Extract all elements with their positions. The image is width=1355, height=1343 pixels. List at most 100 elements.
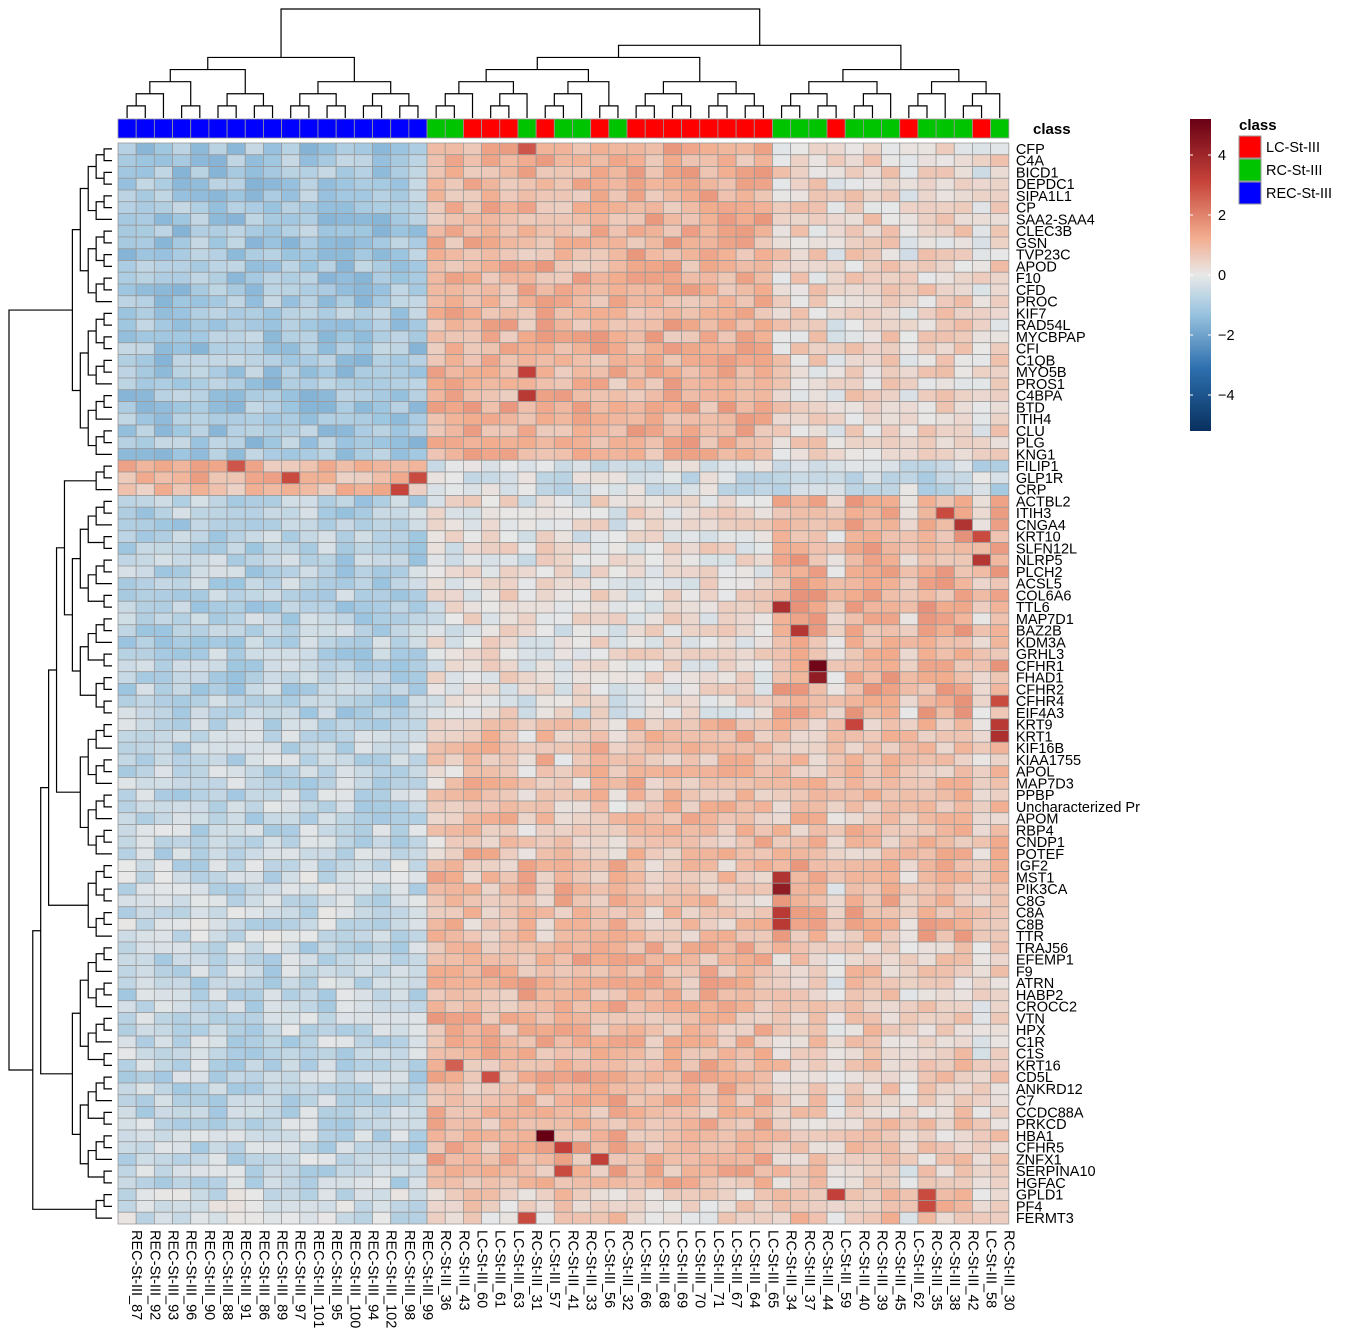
heatmap-cell [153,1200,173,1213]
heatmap-cell [226,271,246,285]
heatmap-cell [553,542,573,555]
heatmap-cell [353,1000,373,1013]
heatmap-cell [953,1200,973,1213]
heatmap-cell [553,1023,573,1037]
heatmap-cell [117,412,137,426]
heatmap-cell [953,459,973,473]
heatmap-cell [463,941,483,955]
heatmap-cell [372,1141,392,1154]
heatmap-cell [390,941,410,955]
heatmap-cell [117,800,137,814]
heatmap-cell [444,859,464,872]
heatmap-cell [881,1106,901,1119]
heatmap-cell [553,459,573,473]
heatmap-cell [644,1059,664,1072]
heatmap-cell [881,600,901,614]
heatmap-cell [153,918,173,931]
column-dendrogram-branch [435,105,455,118]
heatmap-cell [190,518,210,532]
heatmap-cell [844,1023,864,1037]
heatmap-cell [681,1200,701,1213]
heatmap-cell [208,1047,228,1060]
heatmap-cell [499,683,519,696]
heatmap-cell [208,777,228,790]
heatmap-cell [972,577,992,590]
heatmap-cell [190,753,210,767]
heatmap-cell [953,894,973,908]
heatmap-cell [353,1047,373,1060]
heatmap-cell [935,318,955,332]
heatmap-cell [172,1200,192,1213]
heatmap-cell [135,166,155,179]
class-legend-label: REC-St-III [1266,186,1332,202]
heatmap-cell [208,142,228,156]
heatmap-cell [990,1200,1010,1213]
heatmap-cell [372,189,392,203]
heatmap-cell [226,694,246,708]
heatmap-cell [208,1023,228,1037]
heatmap-cell [172,483,192,496]
heatmap-cell [153,283,173,297]
heatmap-cell [390,812,410,825]
heatmap-cell [208,647,228,661]
heatmap-cell [499,812,519,825]
heatmap-cell [263,1012,283,1025]
heatmap-cell [444,307,464,320]
column-label: RC-St-III_38 [946,1230,962,1311]
heatmap-cell [699,1047,719,1060]
heatmap-cell [572,224,592,238]
heatmap-cell [772,871,792,884]
heatmap-cell [735,929,755,943]
heatmap-cell [626,824,646,837]
heatmap-cell [917,894,937,908]
heatmap-cell [553,495,573,508]
row-dendrogram-branch [103,1111,112,1125]
heatmap-cell [517,612,537,626]
heatmap-cell [917,354,937,367]
heatmap-cell [135,683,155,696]
heatmap-cell [844,1129,864,1143]
heatmap-cell [699,753,719,767]
heatmap-cell [553,142,573,156]
heatmap-cell [244,1012,264,1025]
heatmap-cell [372,835,392,849]
row-label: KIAA1755 [1016,753,1081,769]
heatmap-cell [226,882,246,896]
heatmap-cell [753,941,773,955]
heatmap-cell [390,765,410,778]
heatmap-cell [390,553,410,567]
heatmap-cell [208,1094,228,1107]
heatmap-cell [881,1023,901,1037]
heatmap-cell [808,1153,828,1166]
heatmap-cell [917,154,937,167]
heatmap-cell [862,1070,882,1084]
heatmap-cell [826,1153,846,1166]
annotation-cell [881,118,901,139]
heatmap-cell [862,1176,882,1190]
heatmap-cell [353,1023,373,1037]
heatmap-cell [663,965,682,978]
heatmap-cell [463,753,483,767]
heatmap-cell [535,1211,555,1225]
heatmap-cell [226,201,246,214]
heatmap-cell [626,600,646,614]
heatmap-cell [717,518,737,532]
heatmap-cell [444,765,464,778]
heatmap-cell [317,1070,337,1084]
heatmap-cell [517,1082,537,1096]
heatmap-cell [390,424,410,438]
heatmap-cell [117,483,137,496]
heatmap-cell [226,777,246,790]
heatmap-cell [826,765,846,778]
heatmap-cell [790,401,810,414]
heatmap-cell [281,1164,301,1178]
heatmap-cell [263,1164,283,1178]
heatmap-cell [790,1047,810,1060]
heatmap-cell [681,847,701,861]
heatmap-cell [862,730,882,743]
heatmap-cell [935,307,955,320]
heatmap-cell [372,483,392,496]
annotation-cell [153,118,173,139]
heatmap-cell [735,224,755,238]
heatmap-cell [463,436,483,449]
